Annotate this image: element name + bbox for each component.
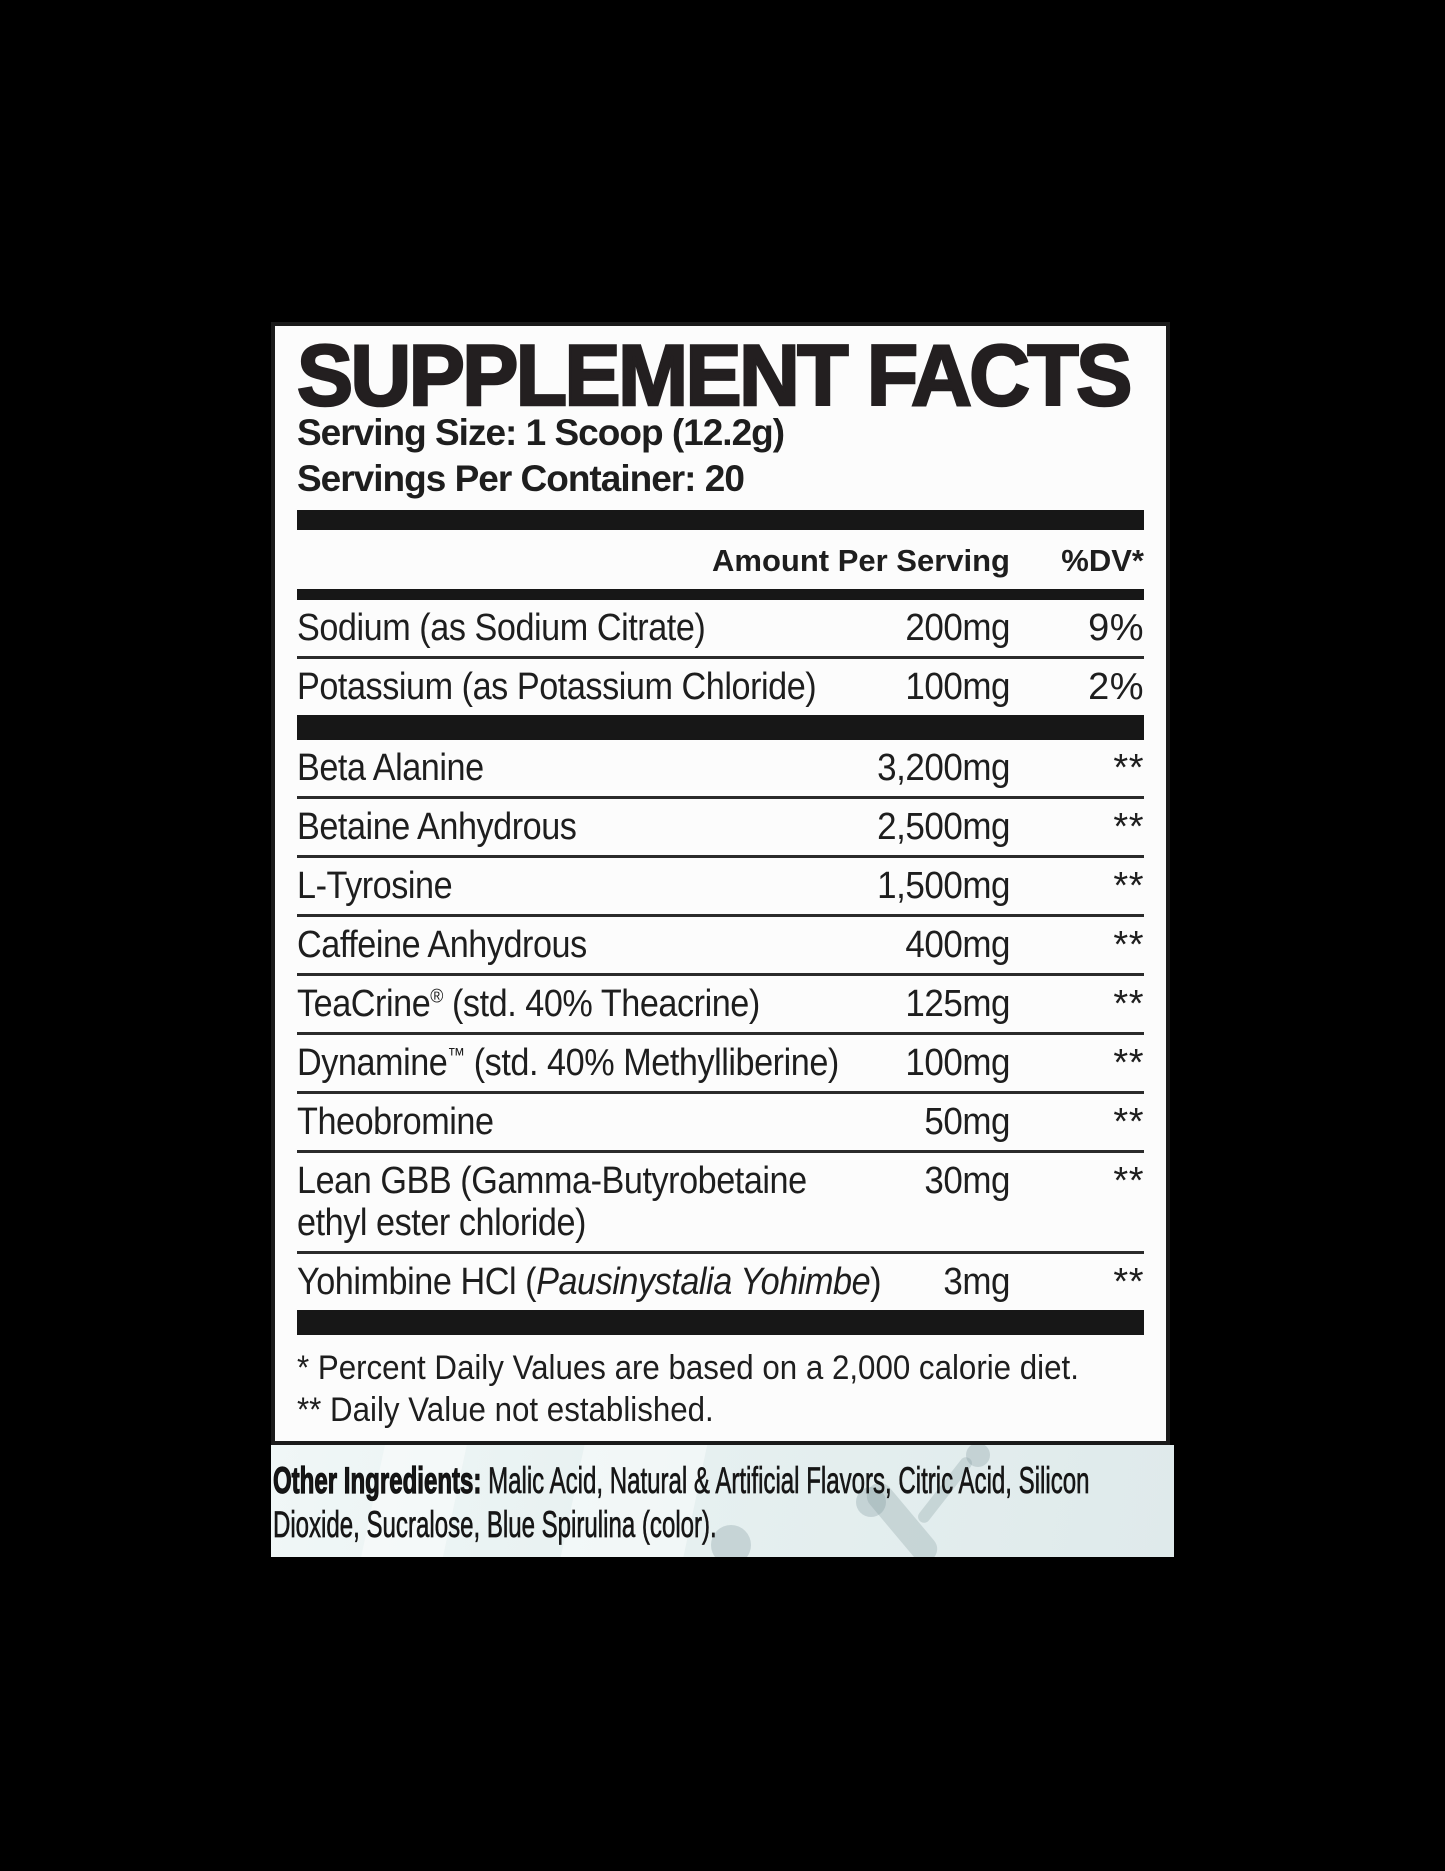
amount-cell: 3,200mg	[877, 747, 1010, 789]
ingredient-name: Caffeine Anhydrous	[297, 924, 587, 966]
footnote-dv-not-established: ** Daily Value not established.	[297, 1391, 714, 1429]
table-row: Beta Alanine 3,200mg **	[297, 740, 1144, 799]
supplement-facts-panel: SUPPLEMENT FACTS Serving Size: 1 Scoop (…	[271, 322, 1170, 1445]
dv-cell: **	[1113, 1042, 1144, 1084]
ingredient-name: Sodium (as Sodium Citrate)	[297, 607, 706, 649]
table-row: Betaine Anhydrous 2,500mg **	[297, 799, 1144, 858]
table-row: Potassium (as Potassium Chloride) 100mg 2%	[297, 659, 1144, 715]
other-ingredients-section: Other Ingredients: Malic Acid, Natural &…	[271, 1445, 1174, 1557]
amount-cell: 30mg	[924, 1160, 1010, 1202]
supplement-facts-label: SUPPLEMENT FACTS Serving Size: 1 Scoop (…	[271, 322, 1174, 1557]
amount-cell: 2,500mg	[877, 806, 1010, 848]
minerals-group: Sodium (as Sodium Citrate) 200mg 9% Potassi…	[297, 600, 1144, 715]
divider-bar-top	[297, 510, 1144, 530]
amount-per-serving-header: Amount Per Serving	[712, 543, 1010, 578]
divider-bar-middle	[297, 715, 1144, 740]
ingredient-name: L-Tyrosine	[297, 865, 453, 907]
ingredient-name: Beta Alanine	[297, 747, 484, 789]
table-row: L-Tyrosine 1,500mg **	[297, 858, 1144, 917]
dv-cell: 2%	[1088, 666, 1144, 708]
ingredient-name: Lean GBB (Gamma-Butyrobetaine ethyl ester…	[297, 1160, 807, 1244]
other-ingredients-line1: Other Ingredients: Malic Acid, Natural &…	[273, 1459, 1174, 1503]
actives-group: Beta Alanine 3,200mg ** Betaine Anhydrous 2,…	[297, 740, 1144, 1310]
table-row: Sodium (as Sodium Citrate) 200mg 9%	[297, 600, 1144, 659]
table-row: Lean GBB (Gamma-Butyrobetaine ethyl ester…	[297, 1153, 1144, 1254]
amount-cell: 50mg	[924, 1101, 1010, 1143]
dv-cell: **	[1113, 806, 1144, 848]
amount-cell: 3mg	[943, 1261, 1010, 1303]
dv-cell: **	[1113, 1101, 1144, 1143]
watermark-dot	[966, 1445, 990, 1467]
dv-cell: 9%	[1088, 607, 1144, 649]
ingredient-name: Dynamine™ (std. 40% Methylliberine)	[297, 1042, 839, 1084]
divider-bar-header	[297, 589, 1144, 600]
panel-title: SUPPLEMENT FACTS	[296, 326, 1134, 424]
ingredient-name: TeaCrine® (std. 40% Theacrine)	[297, 983, 760, 1025]
dv-cell: **	[1113, 1261, 1144, 1303]
table-header-row: Amount Per Serving %DV*	[297, 530, 1144, 589]
amount-cell: 1,500mg	[877, 865, 1010, 907]
dv-cell: **	[1113, 983, 1144, 1025]
table-row: Dynamine™ (std. 40% Methylliberine) 100mg…	[297, 1035, 1144, 1094]
dv-cell: **	[1113, 747, 1144, 789]
dv-cell: **	[1113, 924, 1144, 966]
amount-cell: 100mg	[905, 666, 1010, 708]
other-ingredients-line1-rest: Malic Acid, Natural & Artificial Flavors…	[481, 1460, 1090, 1502]
other-ingredients-text: Other Ingredients: Malic Acid, Natural &…	[271, 1445, 1174, 1547]
amount-cell: 200mg	[905, 607, 1010, 649]
table-row: TeaCrine® (std. 40% Theacrine) 125mg **	[297, 976, 1144, 1035]
dv-cell: **	[1113, 1160, 1144, 1202]
ingredient-name: Potassium (as Potassium Chloride)	[297, 666, 817, 708]
serving-size-line: Serving Size: 1 Scoop (12.2g)	[297, 412, 785, 453]
servings-per-container-line: Servings Per Container: 20	[297, 458, 745, 499]
ingredient-name: Yohimbine HCl (Pausinystalia Yohimbe)	[297, 1261, 882, 1303]
other-ingredients-line2: Dioxide, Sucralose, Blue Spirulina (colo…	[272, 1504, 717, 1546]
amount-cell: 125mg	[905, 983, 1010, 1025]
amount-cell: 400mg	[905, 924, 1010, 966]
other-ingredients-label: Other Ingredients:	[272, 1459, 482, 1501]
table-row: Yohimbine HCl (Pausinystalia Yohimbe) 3mg…	[297, 1254, 1144, 1310]
percent-dv-header: %DV*	[1061, 543, 1144, 578]
amount-cell: 100mg	[905, 1042, 1010, 1084]
watermark-dot	[856, 1487, 886, 1517]
divider-bar-bottom	[297, 1310, 1144, 1335]
footnotes: * Percent Daily Values are based on a 2,…	[297, 1335, 1144, 1437]
table-row: Theobromine 50mg **	[297, 1094, 1144, 1153]
table-row: Caffeine Anhydrous 400mg **	[297, 917, 1144, 976]
dv-cell: **	[1113, 865, 1144, 907]
ingredient-name: Theobromine	[297, 1101, 494, 1143]
ingredient-name: Betaine Anhydrous	[297, 806, 577, 848]
watermark-dot	[711, 1525, 751, 1557]
footnote-percent-dv: * Percent Daily Values are based on a 2,…	[297, 1349, 1079, 1387]
